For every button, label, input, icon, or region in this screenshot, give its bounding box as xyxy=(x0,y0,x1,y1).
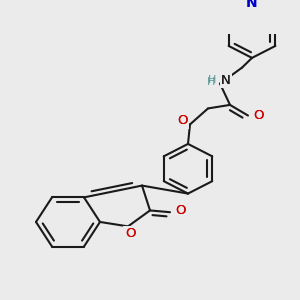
Text: N: N xyxy=(247,0,257,9)
Text: O: O xyxy=(253,109,263,122)
Text: O: O xyxy=(177,114,187,128)
Text: O: O xyxy=(253,109,263,122)
Text: N: N xyxy=(221,74,231,87)
Text: O: O xyxy=(177,114,187,128)
Text: N: N xyxy=(246,0,258,9)
Text: O: O xyxy=(125,227,135,240)
Text: O: O xyxy=(175,204,185,217)
Text: N: N xyxy=(221,74,231,87)
Text: O: O xyxy=(175,204,185,217)
Text: O: O xyxy=(253,109,263,122)
Text: N: N xyxy=(246,0,258,10)
Text: O: O xyxy=(125,227,135,240)
Text: H: H xyxy=(207,77,215,87)
Text: O: O xyxy=(175,204,185,217)
Text: O: O xyxy=(125,227,135,240)
Text: O: O xyxy=(177,114,187,128)
Text: H: H xyxy=(208,75,216,85)
Text: N: N xyxy=(221,74,231,87)
